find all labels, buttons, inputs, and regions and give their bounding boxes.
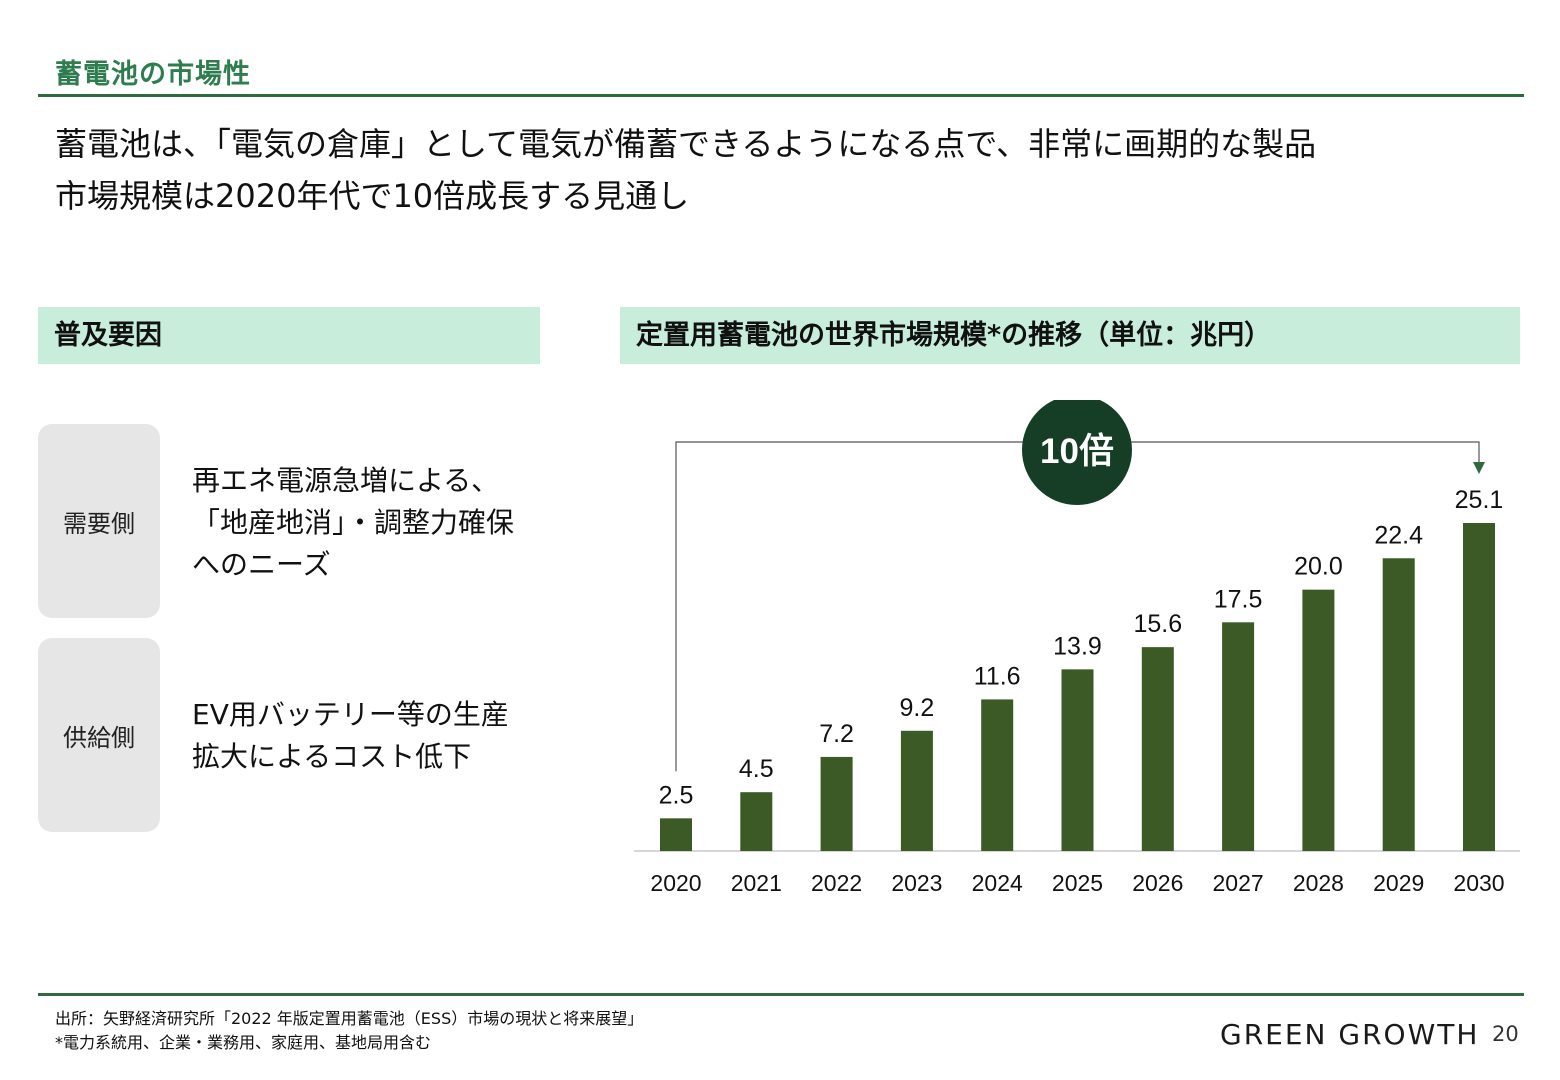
growth-badge-label: 10倍 bbox=[1040, 432, 1114, 471]
supply-side-text: EV用バッテリー等の生産 拡大によるコスト低下 bbox=[192, 694, 509, 778]
bar-2025 bbox=[1061, 669, 1094, 851]
data-label-2020: 2.5 bbox=[659, 781, 694, 809]
growth-badge bbox=[1022, 400, 1132, 505]
data-label-2023: 9.2 bbox=[900, 694, 935, 722]
bar-2026 bbox=[1141, 647, 1174, 851]
demand-text-line: 再エネ電源急増による、 bbox=[192, 464, 500, 497]
headline-line-1: 蓄電池は、「電気の倉庫」として電気が備蓄できるようになる点で、非常に画期的な製品 bbox=[55, 125, 1317, 163]
bar-2027 bbox=[1222, 622, 1255, 851]
x-tick-label-2022: 2022 bbox=[811, 870, 862, 896]
data-label-2030: 25.1 bbox=[1455, 486, 1504, 514]
x-tick-label-2020: 2020 bbox=[650, 870, 701, 896]
demand-text-line: へのニーズ bbox=[192, 548, 331, 581]
data-label-2028: 20.0 bbox=[1294, 553, 1343, 581]
bar-2024 bbox=[981, 699, 1014, 851]
bar-2028 bbox=[1302, 589, 1335, 851]
market-size-bar-chart: 2.5 2020 4.5 2021 7.2 2022 9.2 2023 11.6 2024 13.9… bbox=[634, 400, 1520, 896]
bar-2021 bbox=[740, 792, 773, 851]
data-label-2022: 7.2 bbox=[819, 720, 854, 748]
scope-footnote: *電力系統用、企業・業務用、家庭用、基地局用含む bbox=[55, 1033, 432, 1052]
bar-2022 bbox=[820, 756, 853, 851]
bar-2030 bbox=[1463, 523, 1495, 851]
data-label-2021: 4.5 bbox=[739, 755, 774, 783]
data-label-2027: 17.5 bbox=[1214, 585, 1263, 613]
x-tick-label-2027: 2027 bbox=[1213, 870, 1264, 896]
x-tick-label-2025: 2025 bbox=[1052, 870, 1103, 896]
x-tick-label-2026: 2026 bbox=[1132, 870, 1183, 896]
headline-line-2: 市場規模は2020年代で10倍成長する見通し bbox=[55, 177, 690, 215]
supply-side-tag: 供給側 bbox=[38, 638, 160, 832]
chart-heading: 定置用蓄電池の世界市場規模*の推移（単位：兆円） bbox=[620, 307, 1520, 364]
x-tick-label-2021: 2021 bbox=[731, 870, 782, 896]
brand-logo: GREEN GROWTH bbox=[1220, 1018, 1480, 1051]
demand-side-text: 再エネ電源急増による、 「地産地消」・調整力確保 へのニーズ bbox=[192, 460, 514, 586]
supply-text-line: EV用バッテリー等の生産 bbox=[192, 698, 509, 731]
demand-side-tag: 需要側 bbox=[38, 424, 160, 618]
x-tick-label-2024: 2024 bbox=[972, 870, 1023, 896]
headline: 蓄電池は、「電気の倉庫」として電気が備蓄できるようになる点で、非常に画期的な製品… bbox=[55, 118, 1316, 222]
data-label-2025: 13.9 bbox=[1053, 632, 1102, 660]
data-label-2029: 22.4 bbox=[1374, 521, 1423, 549]
x-tick-label-2030: 2030 bbox=[1453, 870, 1504, 896]
growth-arrowhead bbox=[1473, 462, 1485, 474]
x-tick-label-2028: 2028 bbox=[1293, 870, 1344, 896]
factors-heading: 普及要因 bbox=[38, 307, 540, 364]
demand-text-line: 「地産地消」・調整力確保 bbox=[192, 506, 515, 539]
page-number: 20 bbox=[1492, 1022, 1519, 1046]
footer-divider bbox=[38, 993, 1524, 996]
bar-2023 bbox=[900, 730, 933, 851]
bar-2020 bbox=[660, 818, 692, 851]
x-tick-label-2029: 2029 bbox=[1373, 870, 1424, 896]
supply-text-line: 拡大によるコスト低下 bbox=[192, 740, 472, 773]
bar-2029 bbox=[1382, 558, 1415, 851]
source-note: 出所：矢野経済研究所「2022 年版定置用蓄電池（ESS）市場の現状と将来展望」 bbox=[55, 1009, 644, 1028]
data-label-2026: 15.6 bbox=[1133, 610, 1182, 638]
header-divider bbox=[38, 94, 1524, 97]
x-tick-label-2023: 2023 bbox=[891, 870, 942, 896]
page-title: 蓄電池の市場性 bbox=[55, 59, 251, 90]
data-label-2024: 11.6 bbox=[974, 662, 1021, 690]
